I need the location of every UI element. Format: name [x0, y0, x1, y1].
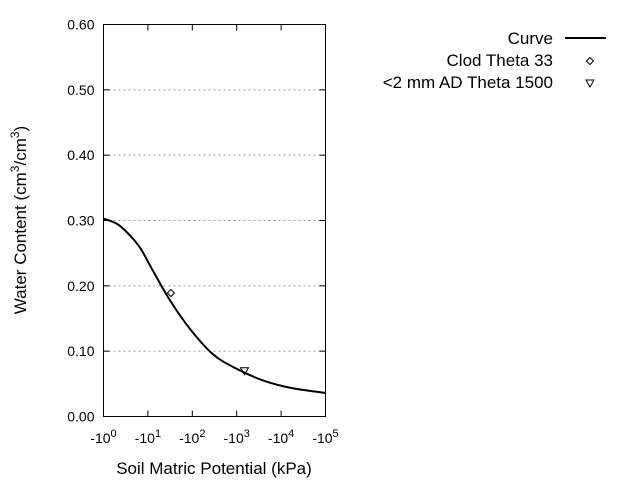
legend: Curve Clod Theta 33 <2 mm AD Theta 1500 [383, 29, 606, 92]
y-axis: 0.00 0.10 0.20 0.30 0.40 0.50 0.60 [67, 17, 326, 425]
x-tick-label: -104 [268, 428, 294, 446]
legend-marker-diamond [585, 56, 595, 66]
x-tick-label: -101 [135, 428, 161, 446]
data-point-diamond [166, 288, 176, 298]
x-tick-label: -103 [224, 428, 250, 446]
y-tick-label: 0.30 [67, 213, 94, 229]
y-axis-label: Water Content (cm3/cm3) [8, 126, 30, 314]
y-tick-label: 0.50 [67, 82, 94, 98]
x-tick-label: -105 [312, 428, 338, 446]
y-tick-label: 0.20 [67, 278, 94, 294]
legend-marker-triangle-down [585, 79, 595, 89]
legend-label: Curve [508, 29, 553, 48]
legend-label: <2 mm AD Theta 1500 [383, 73, 553, 92]
y-tick-label: 0.10 [67, 343, 94, 359]
y-tick-label: 0.40 [67, 147, 94, 163]
x-axis-label: Soil Matric Potential (kPa) [116, 459, 312, 478]
legend-label: Clod Theta 33 [447, 51, 553, 70]
x-tick-label: -100 [90, 428, 116, 446]
y-tick-label: 0.60 [67, 17, 94, 33]
x-tick-label: -102 [179, 428, 205, 446]
grid [103, 89, 326, 352]
series-curve [103, 217, 326, 394]
x-axis: -100 -101 -102 -103 -104 -105 [90, 24, 339, 446]
y-tick-label: 0.00 [67, 409, 94, 425]
data-point-triangle-down [239, 367, 250, 376]
series [103, 217, 326, 394]
